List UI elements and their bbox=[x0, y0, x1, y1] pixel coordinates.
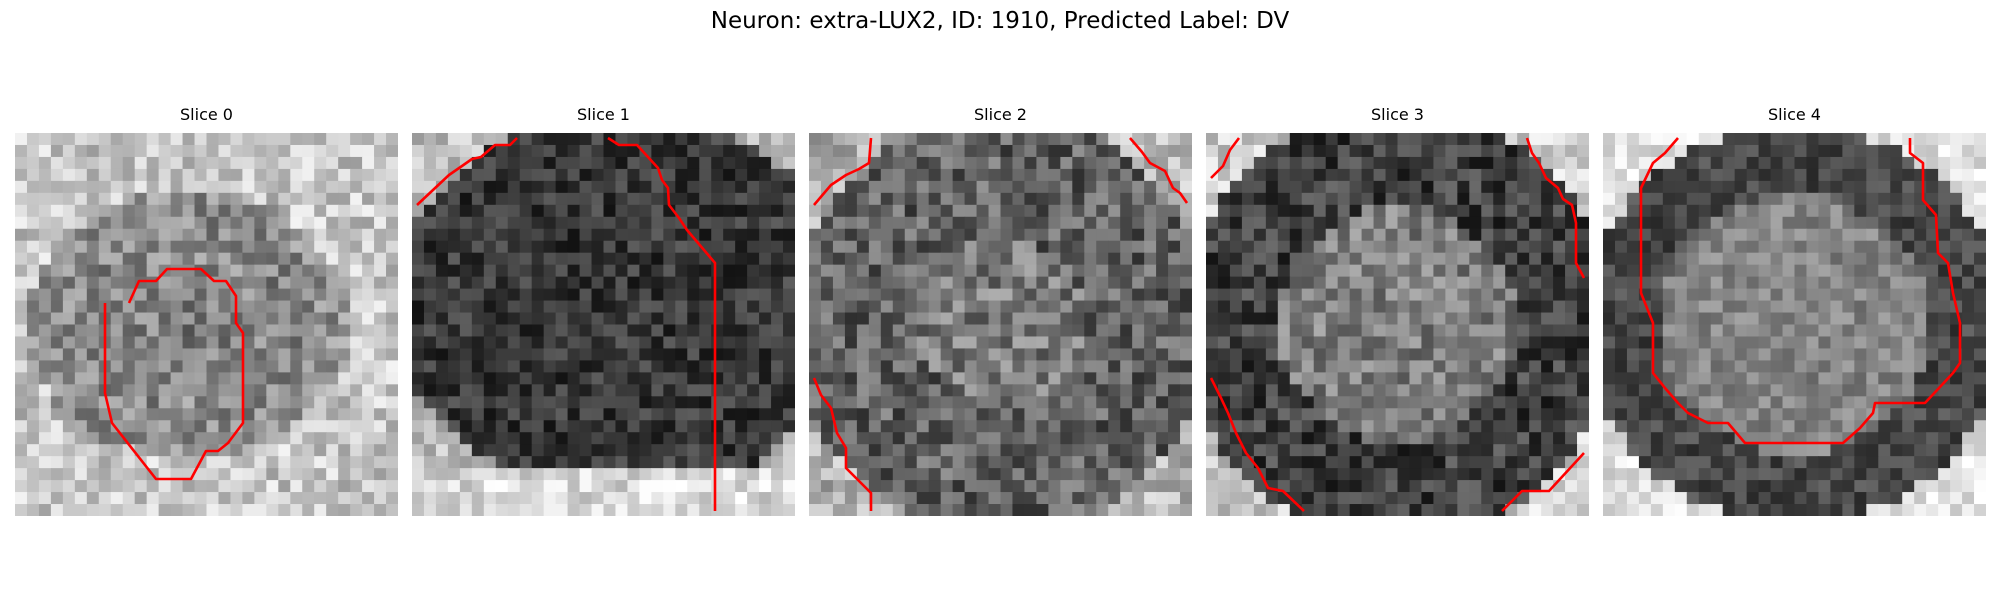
pixel-grid bbox=[1603, 133, 1986, 516]
slice-title: Slice 1 bbox=[412, 105, 795, 124]
slice-image bbox=[412, 133, 795, 516]
slice-image bbox=[15, 133, 398, 516]
pixel-grid bbox=[412, 133, 795, 516]
slice-image bbox=[1206, 133, 1589, 516]
figure-title: Neuron: extra-LUX2, ID: 1910, Predicted … bbox=[0, 8, 2000, 34]
pixel-grid bbox=[1206, 133, 1589, 516]
slice-title: Slice 4 bbox=[1603, 105, 1986, 124]
pixel-grid bbox=[15, 133, 398, 516]
slice-image bbox=[809, 133, 1192, 516]
pixel-grid bbox=[809, 133, 1192, 516]
slice-image bbox=[1603, 133, 1986, 516]
slice-title: Slice 2 bbox=[809, 105, 1192, 124]
slice-title: Slice 3 bbox=[1206, 105, 1589, 124]
slice-title: Slice 0 bbox=[15, 105, 398, 124]
